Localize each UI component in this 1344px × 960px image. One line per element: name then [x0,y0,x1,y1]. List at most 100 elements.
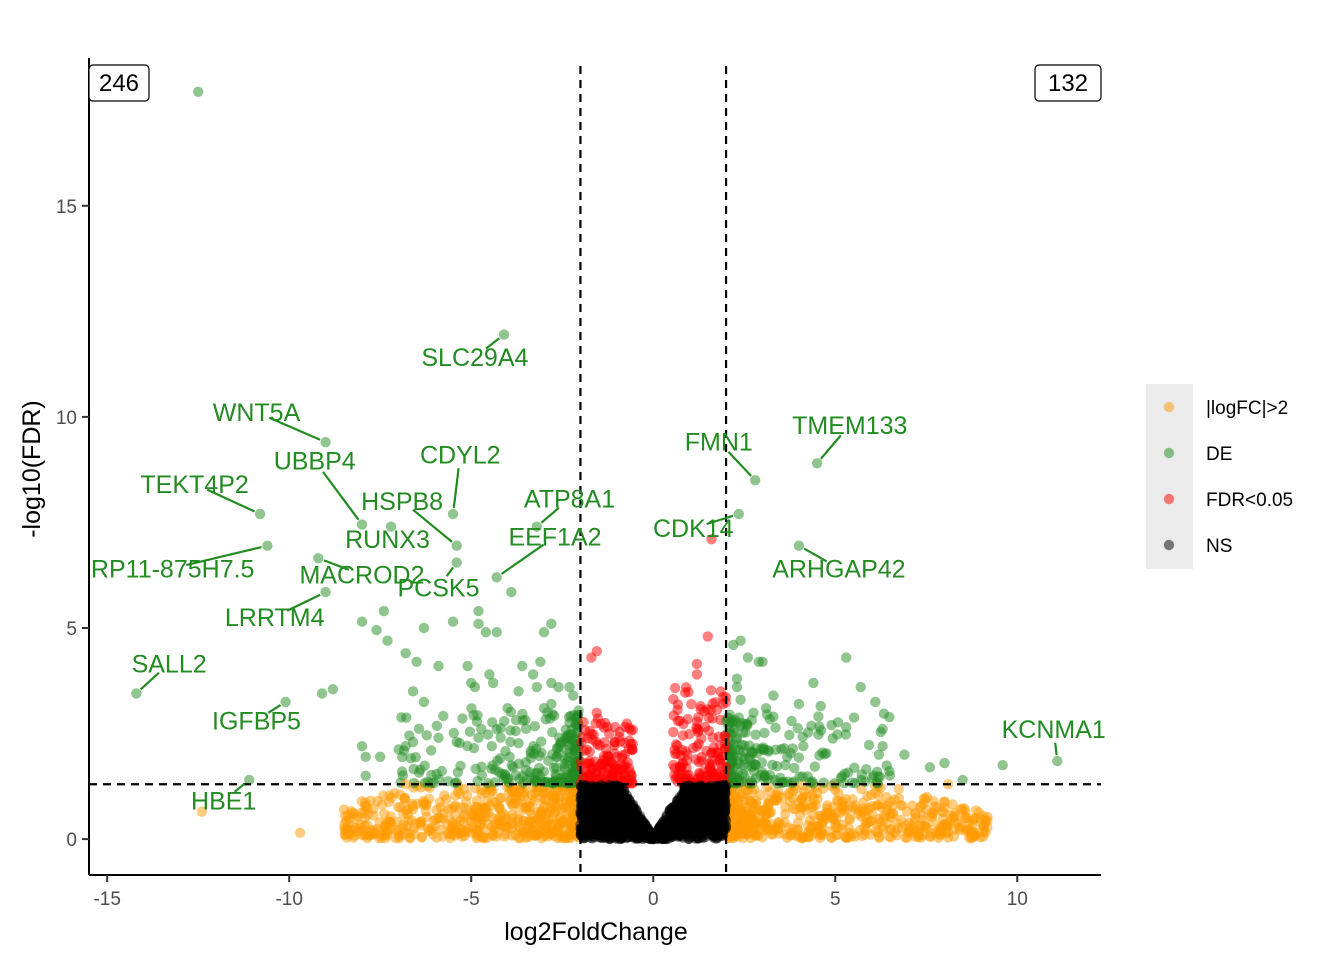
point-logfc2 [757,832,768,843]
legend: |logFC|>2 DE FDR<0.05 NS [1146,384,1293,569]
point-logfc2 [928,796,939,807]
gene-label-connector [452,468,460,509]
point-de [731,681,743,693]
point-logfc2 [499,831,510,842]
point-ns [641,823,652,834]
point-de [382,635,393,646]
point-de [849,762,860,773]
point-de [553,681,564,693]
count-box-down: 246 [88,64,150,102]
point-logfc2 [797,801,808,813]
point-de [748,707,759,718]
point-de [815,725,827,736]
point-de [400,648,411,659]
point-de [526,772,537,784]
point-ns [594,825,606,837]
gene-label-connector [485,337,500,350]
point-de [506,586,517,598]
point-logfc2 [476,802,488,813]
point-fdr005 [688,742,699,754]
point-de [745,746,757,757]
point-logfc2 [877,821,889,832]
legend-key-fdr005 [1163,493,1175,505]
points-layer [131,86,1063,845]
point-logfc2 [384,790,395,801]
point-logfc2 [539,800,550,811]
point-de [436,765,447,777]
point-fdr005 [683,769,695,781]
point-logfc2 [957,803,968,814]
point-fdr005 [715,770,726,781]
point-de [924,762,936,773]
point-fdr005 [720,731,731,742]
point-de [569,744,580,756]
point-de [768,690,779,701]
gene-label-connector [803,547,828,563]
point-de [735,694,746,705]
point-de [356,741,368,752]
point-logfc2 [521,801,532,812]
point-de [788,776,799,787]
point-de [360,751,371,762]
point-ns [606,803,617,815]
point-ns [603,828,615,840]
point-ns [714,792,726,803]
point-de [826,719,837,731]
point-ns [611,787,622,798]
point-de [873,749,885,760]
point-de [502,703,513,714]
point-logfc2 [494,801,505,812]
point-logfc2 [840,832,852,843]
point-fdr005 [691,716,703,727]
point-ns [687,783,698,795]
point-ns [678,796,690,807]
point-de [490,764,501,775]
point-fdr005 [699,706,710,717]
point-logfc2 [560,802,572,813]
point-de [513,738,524,749]
point-fdr005 [668,694,679,705]
legend-label: NS [1206,536,1232,557]
gene-label-connector [540,506,560,524]
point-de [533,762,545,774]
point-logfc2 [916,832,927,843]
x-tick-label: -5 [463,889,480,910]
point-de [534,750,545,762]
point-logfc2 [867,801,878,812]
point-de [407,686,419,697]
point-fdr005 [691,669,703,680]
point-de [396,766,408,777]
point-de [513,686,524,697]
point-de [491,627,502,638]
gene-label-connector [820,434,842,460]
point-logfc2 [399,792,410,804]
point-logfc2 [737,788,748,799]
point-logfc2 [418,799,430,811]
point-logfc2 [294,827,306,838]
point-de [863,739,875,751]
point-de [789,762,800,774]
point-logfc2 [833,788,844,799]
point-de [535,656,546,667]
point-fdr005 [683,686,694,698]
point-de [731,732,743,743]
point-fdr005 [620,721,631,732]
point-de [538,703,550,714]
point-de [550,769,561,780]
point-de [356,616,368,627]
point-de [848,712,860,723]
point-de [473,605,484,617]
point-logfc2 [841,804,852,815]
point-logfc2 [844,814,855,825]
point-de [866,772,878,783]
point-logfc2 [443,828,454,840]
point-de [760,703,772,714]
x-tick-label: -15 [93,889,120,910]
point-fdr005 [677,730,689,741]
point-fdr005 [714,740,725,751]
point-de [792,723,803,734]
point-logfc2 [779,817,790,828]
point-logfc2 [450,800,461,811]
point-logfc2 [441,794,452,805]
point-de [433,660,444,672]
